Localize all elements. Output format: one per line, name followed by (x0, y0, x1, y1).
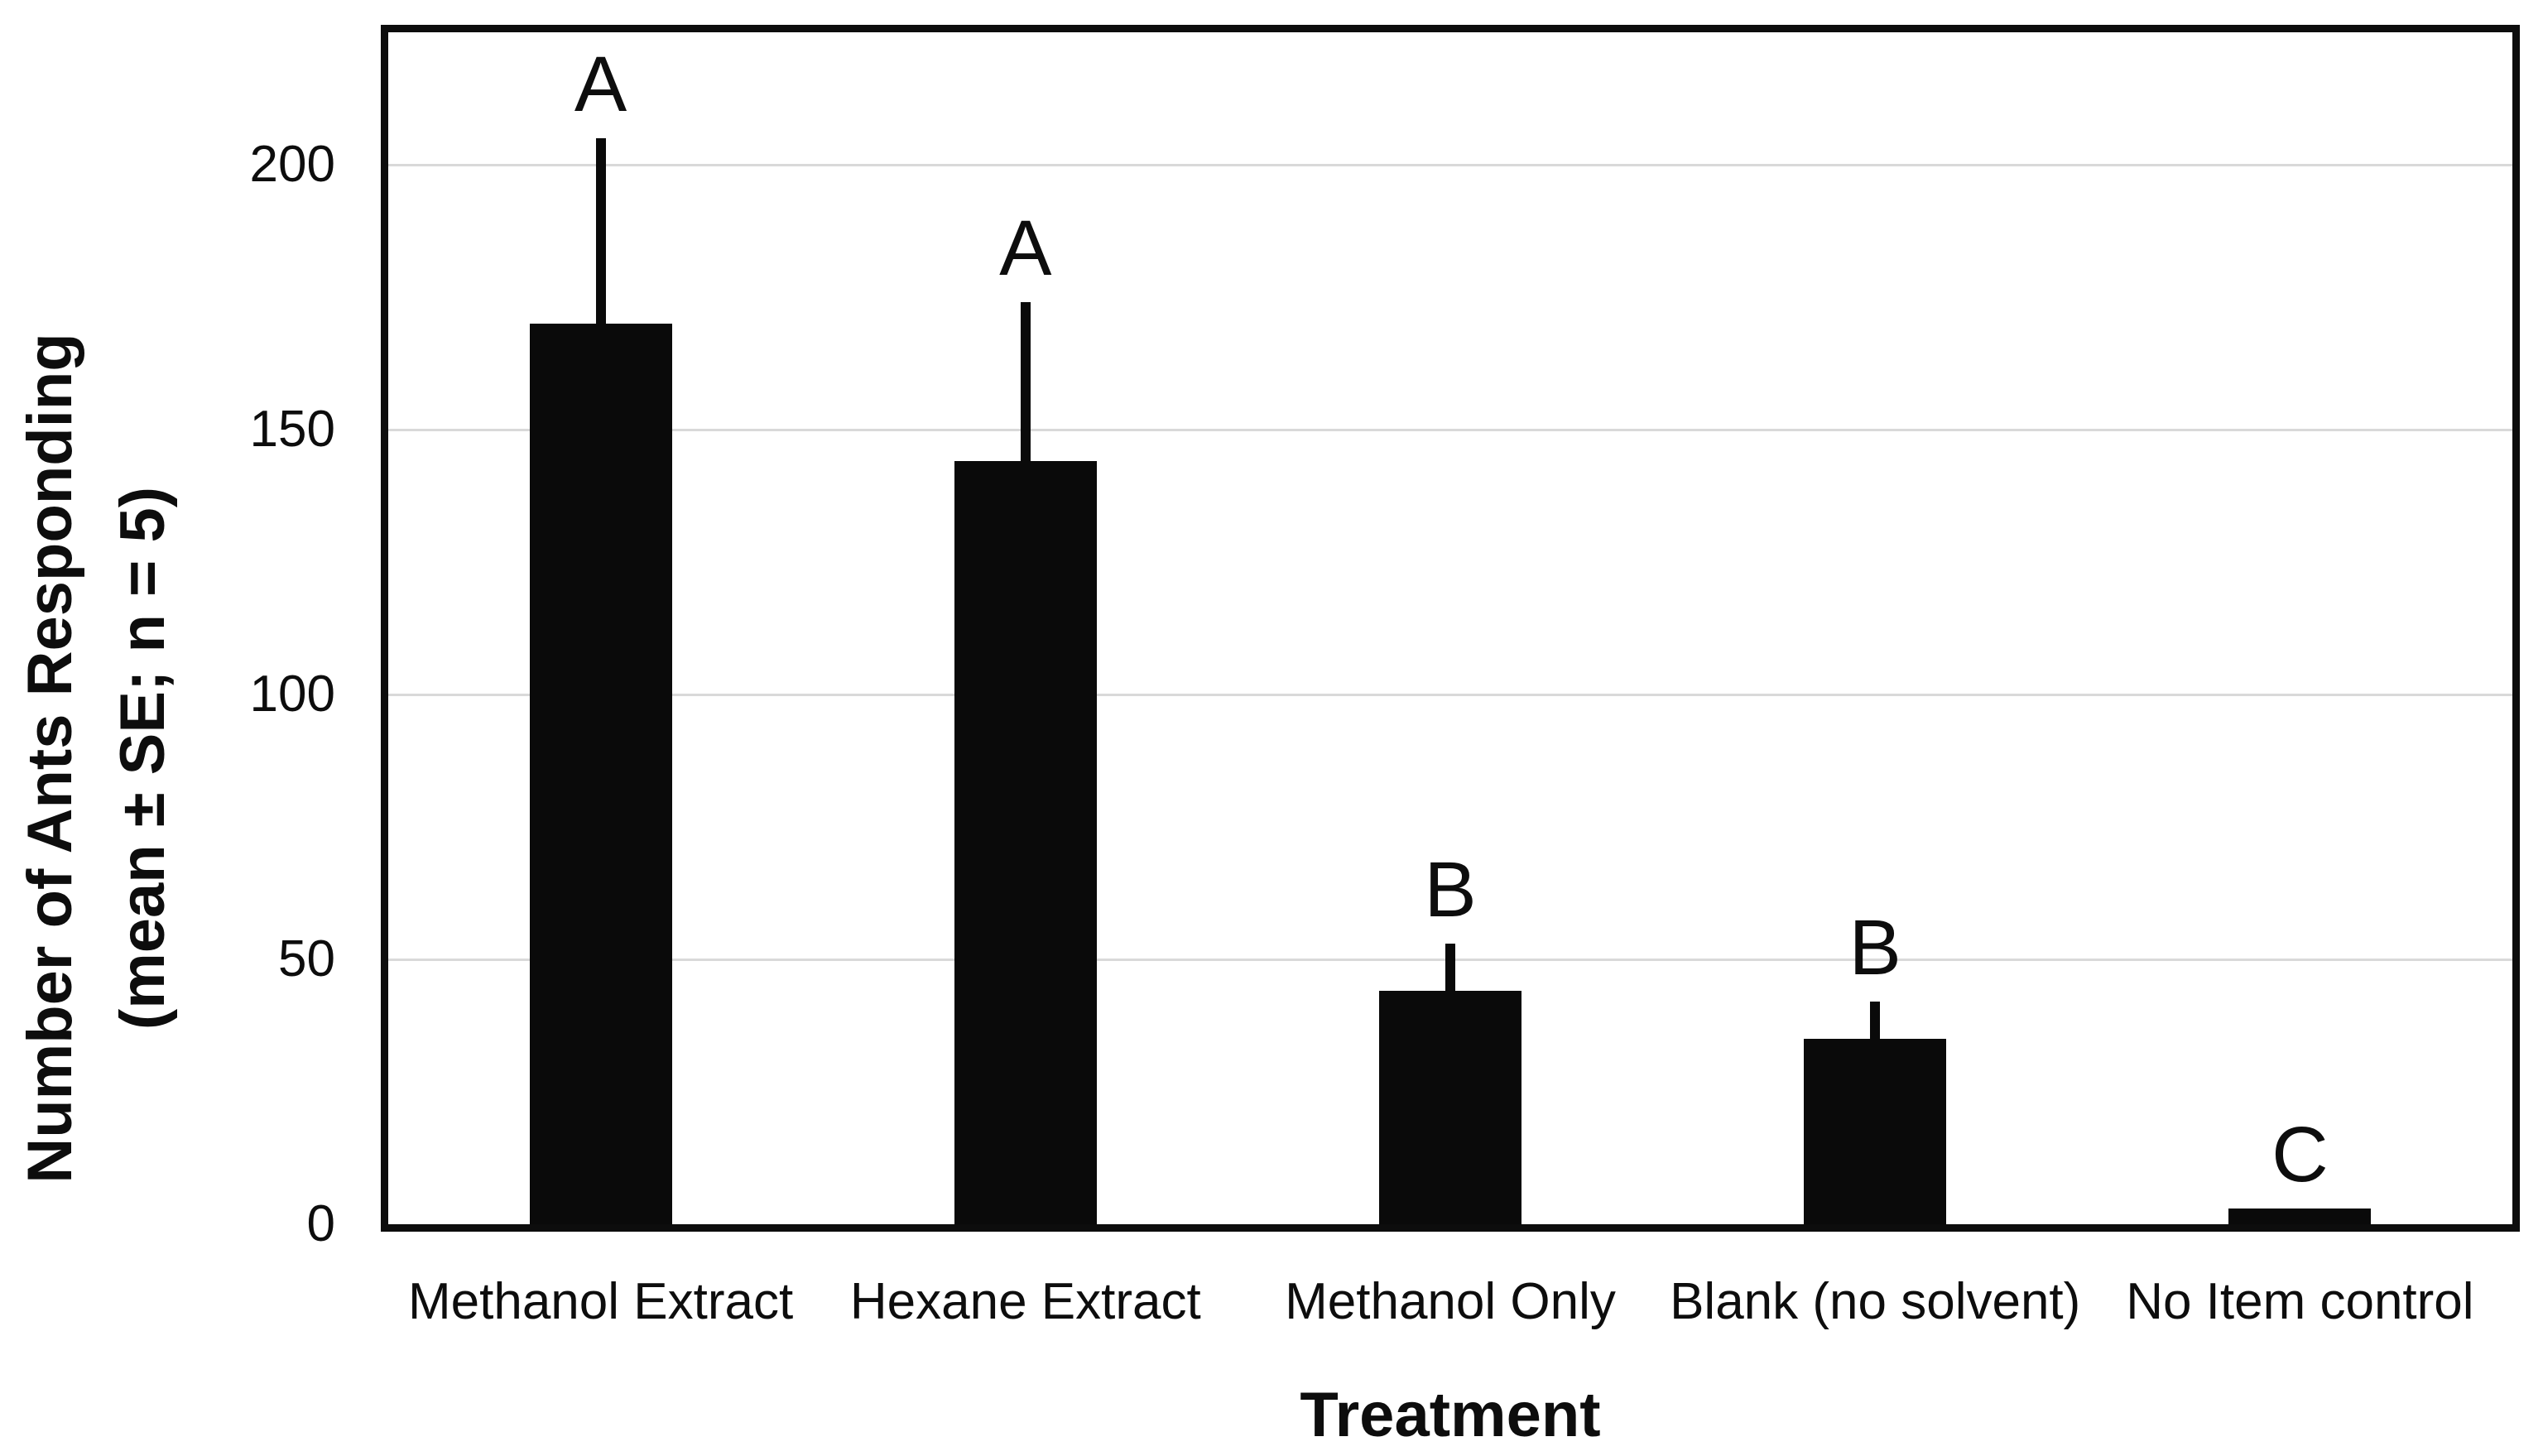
gridline-150 (388, 428, 2512, 431)
gridline-200 (388, 163, 2512, 166)
bar-methanol-only (1379, 991, 1521, 1224)
sig-letter-methanol-extract: A (574, 41, 627, 128)
gridline-100 (388, 693, 2512, 696)
bar-no-item-control (2228, 1208, 2372, 1224)
bar-blank-no-solvent (1804, 1039, 1947, 1224)
sig-letter-hexane-extract: A (999, 204, 1052, 293)
error-bar-methanol-only (1445, 943, 1455, 992)
plot-area: A A B B C (381, 25, 2520, 1232)
x-category-label-no-item-control: No Item control (2126, 1273, 2474, 1330)
y-tick-label-150: 150 (249, 401, 335, 458)
sig-letter-blank-no-solvent: B (1848, 904, 1901, 992)
sig-letter-methanol-only: B (1424, 845, 1477, 934)
error-bar-blank-no-solvent (1870, 1002, 1881, 1039)
x-category-label-methanol-only: Methanol Only (1285, 1273, 1616, 1330)
y-tick-label-50: 50 (278, 930, 335, 987)
x-category-label-hexane-extract: Hexane Extract (849, 1273, 1201, 1330)
y-tick-label-0: 0 (306, 1195, 335, 1252)
y-tick-label-100: 100 (249, 666, 335, 723)
y-tick-label-200: 200 (249, 136, 335, 193)
sig-letter-no-item-control: C (2271, 1110, 2329, 1199)
x-axis-title: Treatment (1300, 1380, 1601, 1450)
x-category-label-blank-no-solvent: Blank (no solvent) (1670, 1273, 2081, 1330)
bar-methanol-extract (529, 324, 672, 1224)
error-bar-hexane-extract (1020, 302, 1031, 462)
error-bar-methanol-extract (595, 138, 606, 324)
bar-hexane-extract (954, 461, 1097, 1224)
y-axis-title-line-1: Number of Ants Responding (15, 333, 85, 1184)
x-category-label-methanol-extract: Methanol Extract (407, 1273, 794, 1330)
